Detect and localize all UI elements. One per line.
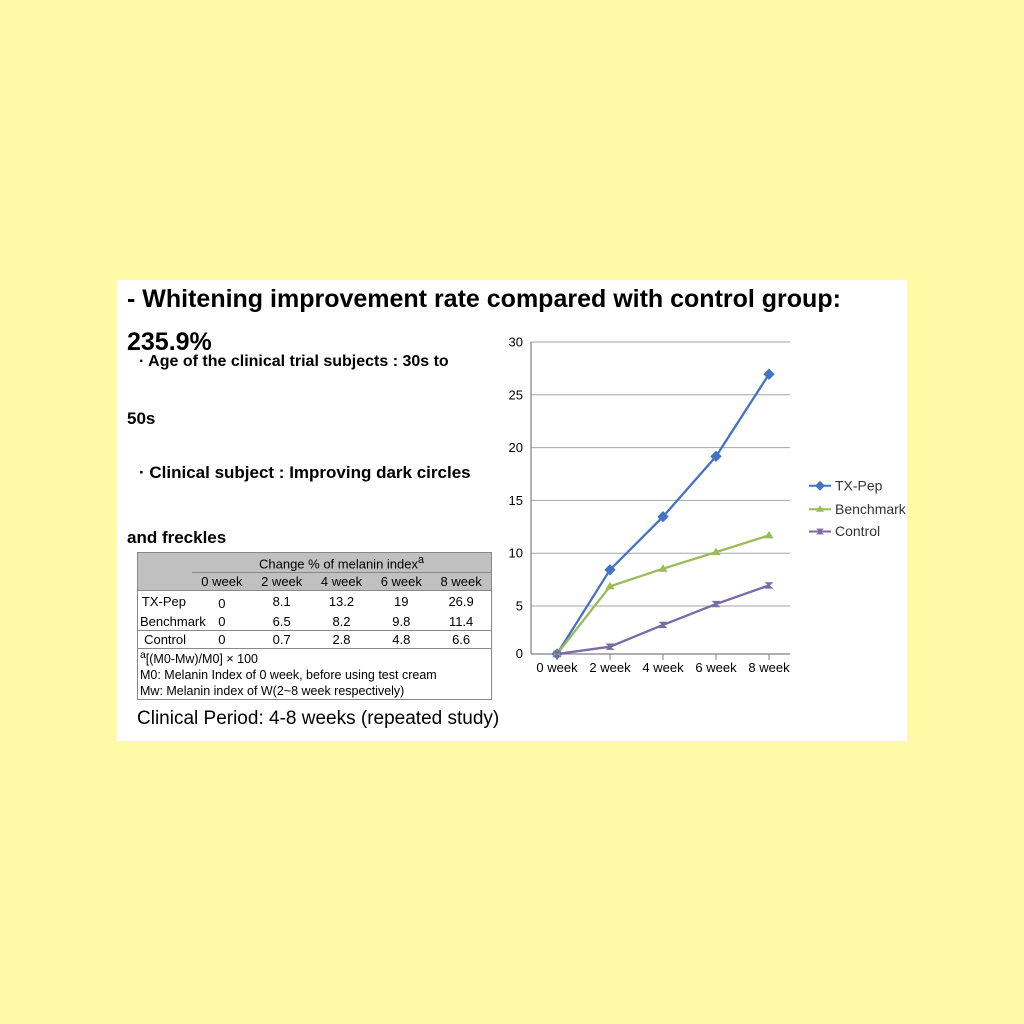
svg-text:20: 20 (509, 440, 523, 455)
svg-text:6 week: 6 week (695, 660, 737, 675)
svg-text:25: 25 (509, 387, 523, 402)
svg-text:15: 15 (509, 493, 523, 508)
svg-text:30: 30 (509, 335, 523, 350)
svg-text:2 week: 2 week (589, 660, 631, 675)
svg-text:10: 10 (509, 546, 523, 561)
svg-text:0 week: 0 week (536, 660, 578, 675)
svg-text:Benchmark: Benchmark (835, 501, 907, 517)
svg-text:0: 0 (516, 646, 523, 661)
svg-text:8 week: 8 week (748, 660, 790, 675)
svg-text:5: 5 (516, 599, 523, 614)
svg-text:4 week: 4 week (642, 660, 684, 675)
svg-text:Control: Control (835, 523, 880, 539)
svg-text:TX-Pep: TX-Pep (835, 478, 883, 494)
